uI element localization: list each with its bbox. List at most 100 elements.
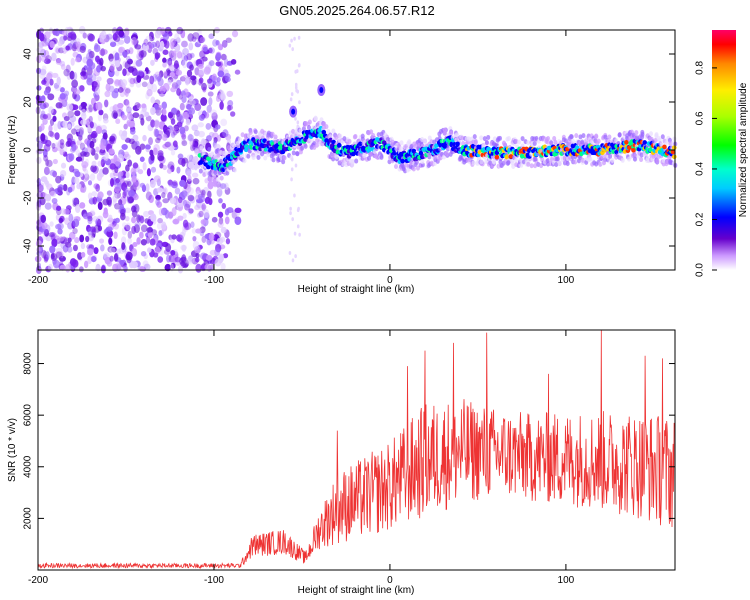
spectrogram-noise-point [186,170,192,177]
spectrogram-noise-point [157,155,165,162]
spectrogram-noise-point [42,118,48,124]
spectrogram-noise-point [294,163,298,168]
spectrogram-noise-point [56,205,62,211]
spectrogram-halo-point [602,160,607,166]
spectrogram-noise-point [219,236,226,243]
spectrogram-ridge-point [662,144,667,150]
spectrogram-halo-point [502,140,507,146]
spectrogram-halo-point [574,133,579,139]
spectrogram-halo-point [660,134,665,140]
spectrogram-noise-point [65,45,70,51]
spectrogram-noise-point [176,51,183,59]
spectrogram-noise-point [73,125,81,133]
spectrogram-noise-point [165,243,172,253]
spectrogram-noise-point [133,224,140,234]
spectrogram-noise-point [185,167,192,176]
spectrogram-noise-point [149,179,156,188]
spectrogram-noise-point [80,242,86,250]
spectrogram-noise-point [108,148,115,155]
spectrogram-noise-point [114,203,121,210]
spectrogram-noise-point [207,78,213,84]
spectrogram-halo-point [492,159,497,165]
spectrogram-noise-point [39,32,45,42]
spectrogram-noise-point [67,237,72,243]
spectrogram-noise-point [188,208,194,214]
spectrogram-noise-point [92,196,97,205]
spectrogram-noise-point [135,59,143,67]
spectrogram-noise-point [124,224,131,232]
spectrogram-noise-point [184,203,191,211]
spectrogram-noise-point [195,263,202,273]
spectrogram-noise-point [204,263,211,271]
spectrogram-noise-point [144,218,150,224]
spectrogram-noise-point [208,97,213,106]
spectrogram-noise-point [45,180,50,188]
spectrogram-noise-point [215,95,221,102]
spectrogram-noise-point [114,70,120,77]
spectrogram-noise-point [54,141,61,148]
spectrogram-noise-point [182,47,189,56]
spectrogram-ridge-point [574,145,580,151]
spectrogram-noise-point [97,225,103,232]
spectrogram-noise-point [293,193,296,198]
spectrogram-noise-point [293,231,297,236]
spectrogram-noise-point [74,170,81,178]
spectrogram-noise-point [109,41,117,48]
spectrogram-noise-point [194,246,201,254]
spectrogram-noise-point [203,209,210,218]
spectrogram-noise-point [231,30,239,38]
spectrogram-noise-point [182,219,189,228]
snr-y-ticks: 2000 4000 6000 8000 [23,352,675,530]
spectrogram-halo-point [409,161,414,167]
spectrogram-noise-point [192,240,200,250]
spectrogram-noise-point [127,111,133,120]
spectrogram-noise-point [123,151,129,158]
spectrogram-noise-point [197,63,204,69]
x-tick-label: 100 [558,575,575,586]
spectrogram-noise-point [108,58,116,65]
spectrogram-halo-point [649,131,654,137]
colorbar-label: Normalized spectral amplitude [738,82,749,217]
spectrogram-halo-point [429,139,434,145]
spectrogram-noise-point [111,110,118,119]
spectrogram-noise-point [74,204,81,213]
spectrogram-noise-point [290,167,294,172]
spectrogram-noise-point [124,27,130,37]
spectrogram-noise-point [218,217,224,225]
spectrogram-noise-point [166,168,173,174]
spectrogram-halo-point [608,153,613,159]
spectrogram-noise-point [40,133,46,142]
spectrogram-halo-point [199,145,204,151]
spectrogram-noise-point [217,211,224,218]
spectrogram-noise-point [198,210,204,218]
spectrogram-noise-point [37,184,44,193]
spectrogram-noise-point [161,101,168,110]
spectrogram-noise-point [191,124,199,132]
spectrogram-noise-point [207,190,212,199]
spectrogram-noise-point [89,211,96,217]
spectrogram-noise-point [49,131,55,138]
spectrogram-noise-point [63,34,68,41]
spectrogram-noise-point [175,127,180,134]
spectrogram-noise-point [57,228,63,235]
spectrogram-ridge-point [648,147,653,153]
spectrogram-noise-point [62,143,68,153]
spectrogram-halo-point [273,134,278,140]
spectrogram-noise-point [225,37,232,43]
spectrogram-halo-point [306,125,311,131]
spectrogram-noise-point [54,251,61,258]
spectrogram-halo-point [271,157,276,163]
spectrogram-noise-point [146,168,151,177]
spectrogram-noise-point [219,183,227,190]
spectrogram-noise-point [186,53,193,61]
spectrogram-noise-point [155,195,161,201]
spectrogram-noise-point [121,51,128,57]
spectrogram-noise-point [56,76,61,86]
spectrogram-noise-point [51,52,57,62]
spectrogram-noise-point [139,215,145,224]
spectrogram-noise-point [41,55,48,63]
spectrogram-noise-point [100,48,105,57]
spectrogram-noise-point [191,78,197,86]
colorbar-gradient [712,30,736,270]
spectrogram-noise-point [106,190,113,196]
